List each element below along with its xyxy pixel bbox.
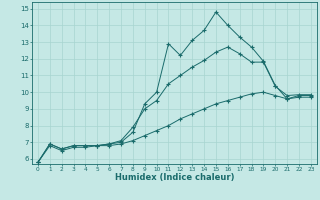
X-axis label: Humidex (Indice chaleur): Humidex (Indice chaleur)	[115, 173, 234, 182]
